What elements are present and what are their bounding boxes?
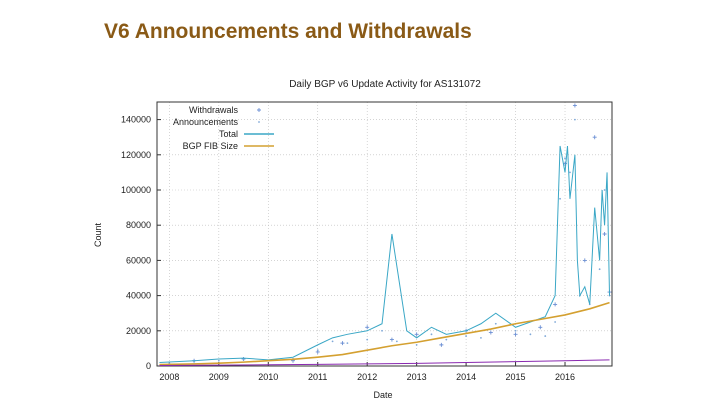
legend-label: Announcements [173, 117, 239, 127]
data-point [465, 335, 468, 337]
data-point [564, 157, 566, 160]
data-point [592, 135, 597, 140]
legend-swatch [258, 121, 260, 123]
data-point [598, 268, 601, 271]
chart-title: Daily BGP v6 Update Activity for AS13107… [289, 79, 481, 90]
data-point [544, 335, 547, 337]
data-point [389, 337, 394, 342]
data-point [603, 189, 606, 191]
data-point [538, 325, 543, 330]
x-tick-label: 2014 [456, 372, 476, 382]
data-point [366, 338, 369, 341]
series-line [159, 359, 610, 366]
tick-labels: 0 20000 40000 60000 80000 100000 120000 140000 2… [121, 115, 575, 382]
series-total [159, 145, 611, 363]
data-point [365, 325, 370, 330]
x-axis-label: Date [373, 390, 392, 400]
grid-lines [157, 102, 612, 366]
data-point [494, 322, 497, 325]
y-tick-label: 60000 [126, 255, 151, 265]
series-announcements [168, 118, 611, 365]
y-tick-label: 80000 [126, 220, 151, 230]
x-tick-label: 2009 [209, 372, 229, 382]
data-point [513, 332, 518, 337]
series-marks [159, 103, 612, 366]
y-tick-label: 100000 [121, 185, 151, 195]
data-point [529, 333, 532, 336]
legend: Withdrawals Announcements Total BGP FIB Siz… [173, 105, 274, 151]
data-point [316, 349, 319, 352]
data-point [439, 342, 444, 347]
data-point [559, 197, 561, 200]
data-point [331, 340, 334, 343]
plot-frame [156, 101, 613, 367]
legend-swatch [257, 108, 261, 112]
data-point [574, 118, 576, 121]
series-bgp-fib-size [159, 301, 610, 366]
data-point [340, 341, 345, 346]
data-point [514, 329, 517, 332]
data-point [553, 302, 558, 307]
x-tick-label: 2012 [357, 372, 377, 382]
x-tick-label: 2010 [258, 372, 278, 382]
data-point [480, 336, 482, 339]
data-point [572, 103, 577, 108]
y-tick-label: 120000 [121, 150, 151, 160]
y-tick-label: 0 [146, 361, 151, 371]
y-tick-label: 40000 [126, 291, 151, 301]
data-point [582, 258, 587, 263]
series-withdrawals-baseline [159, 359, 610, 366]
y-tick-label: 20000 [126, 326, 151, 336]
x-tick-label: 2008 [159, 372, 179, 382]
data-point [415, 343, 418, 346]
data-point [554, 321, 557, 323]
x-tick-label: 2013 [407, 372, 427, 382]
data-point [445, 338, 448, 341]
data-point [414, 332, 419, 337]
legend-label: Total [219, 129, 238, 139]
y-axis-label: Count [93, 223, 103, 248]
data-point [569, 171, 571, 174]
data-point [346, 342, 349, 345]
series-withdrawals [192, 103, 612, 363]
legend-label: BGP FIB Size [183, 141, 238, 151]
y-tick-label: 140000 [121, 115, 151, 125]
series-line [159, 301, 610, 366]
data-point [488, 330, 493, 335]
legend-label: Withdrawals [189, 105, 239, 115]
x-tick-label: 2011 [308, 372, 327, 382]
data-point [381, 329, 383, 332]
series-line [159, 145, 611, 363]
data-point [395, 340, 398, 343]
data-point [430, 333, 433, 336]
data-point [242, 358, 245, 361]
x-tick-label: 2016 [555, 372, 575, 382]
slide-title: V6 Announcements and Withdrawals [104, 20, 472, 43]
data-point [217, 359, 220, 362]
data-point [602, 232, 607, 236]
x-tick-label: 2015 [506, 372, 526, 382]
